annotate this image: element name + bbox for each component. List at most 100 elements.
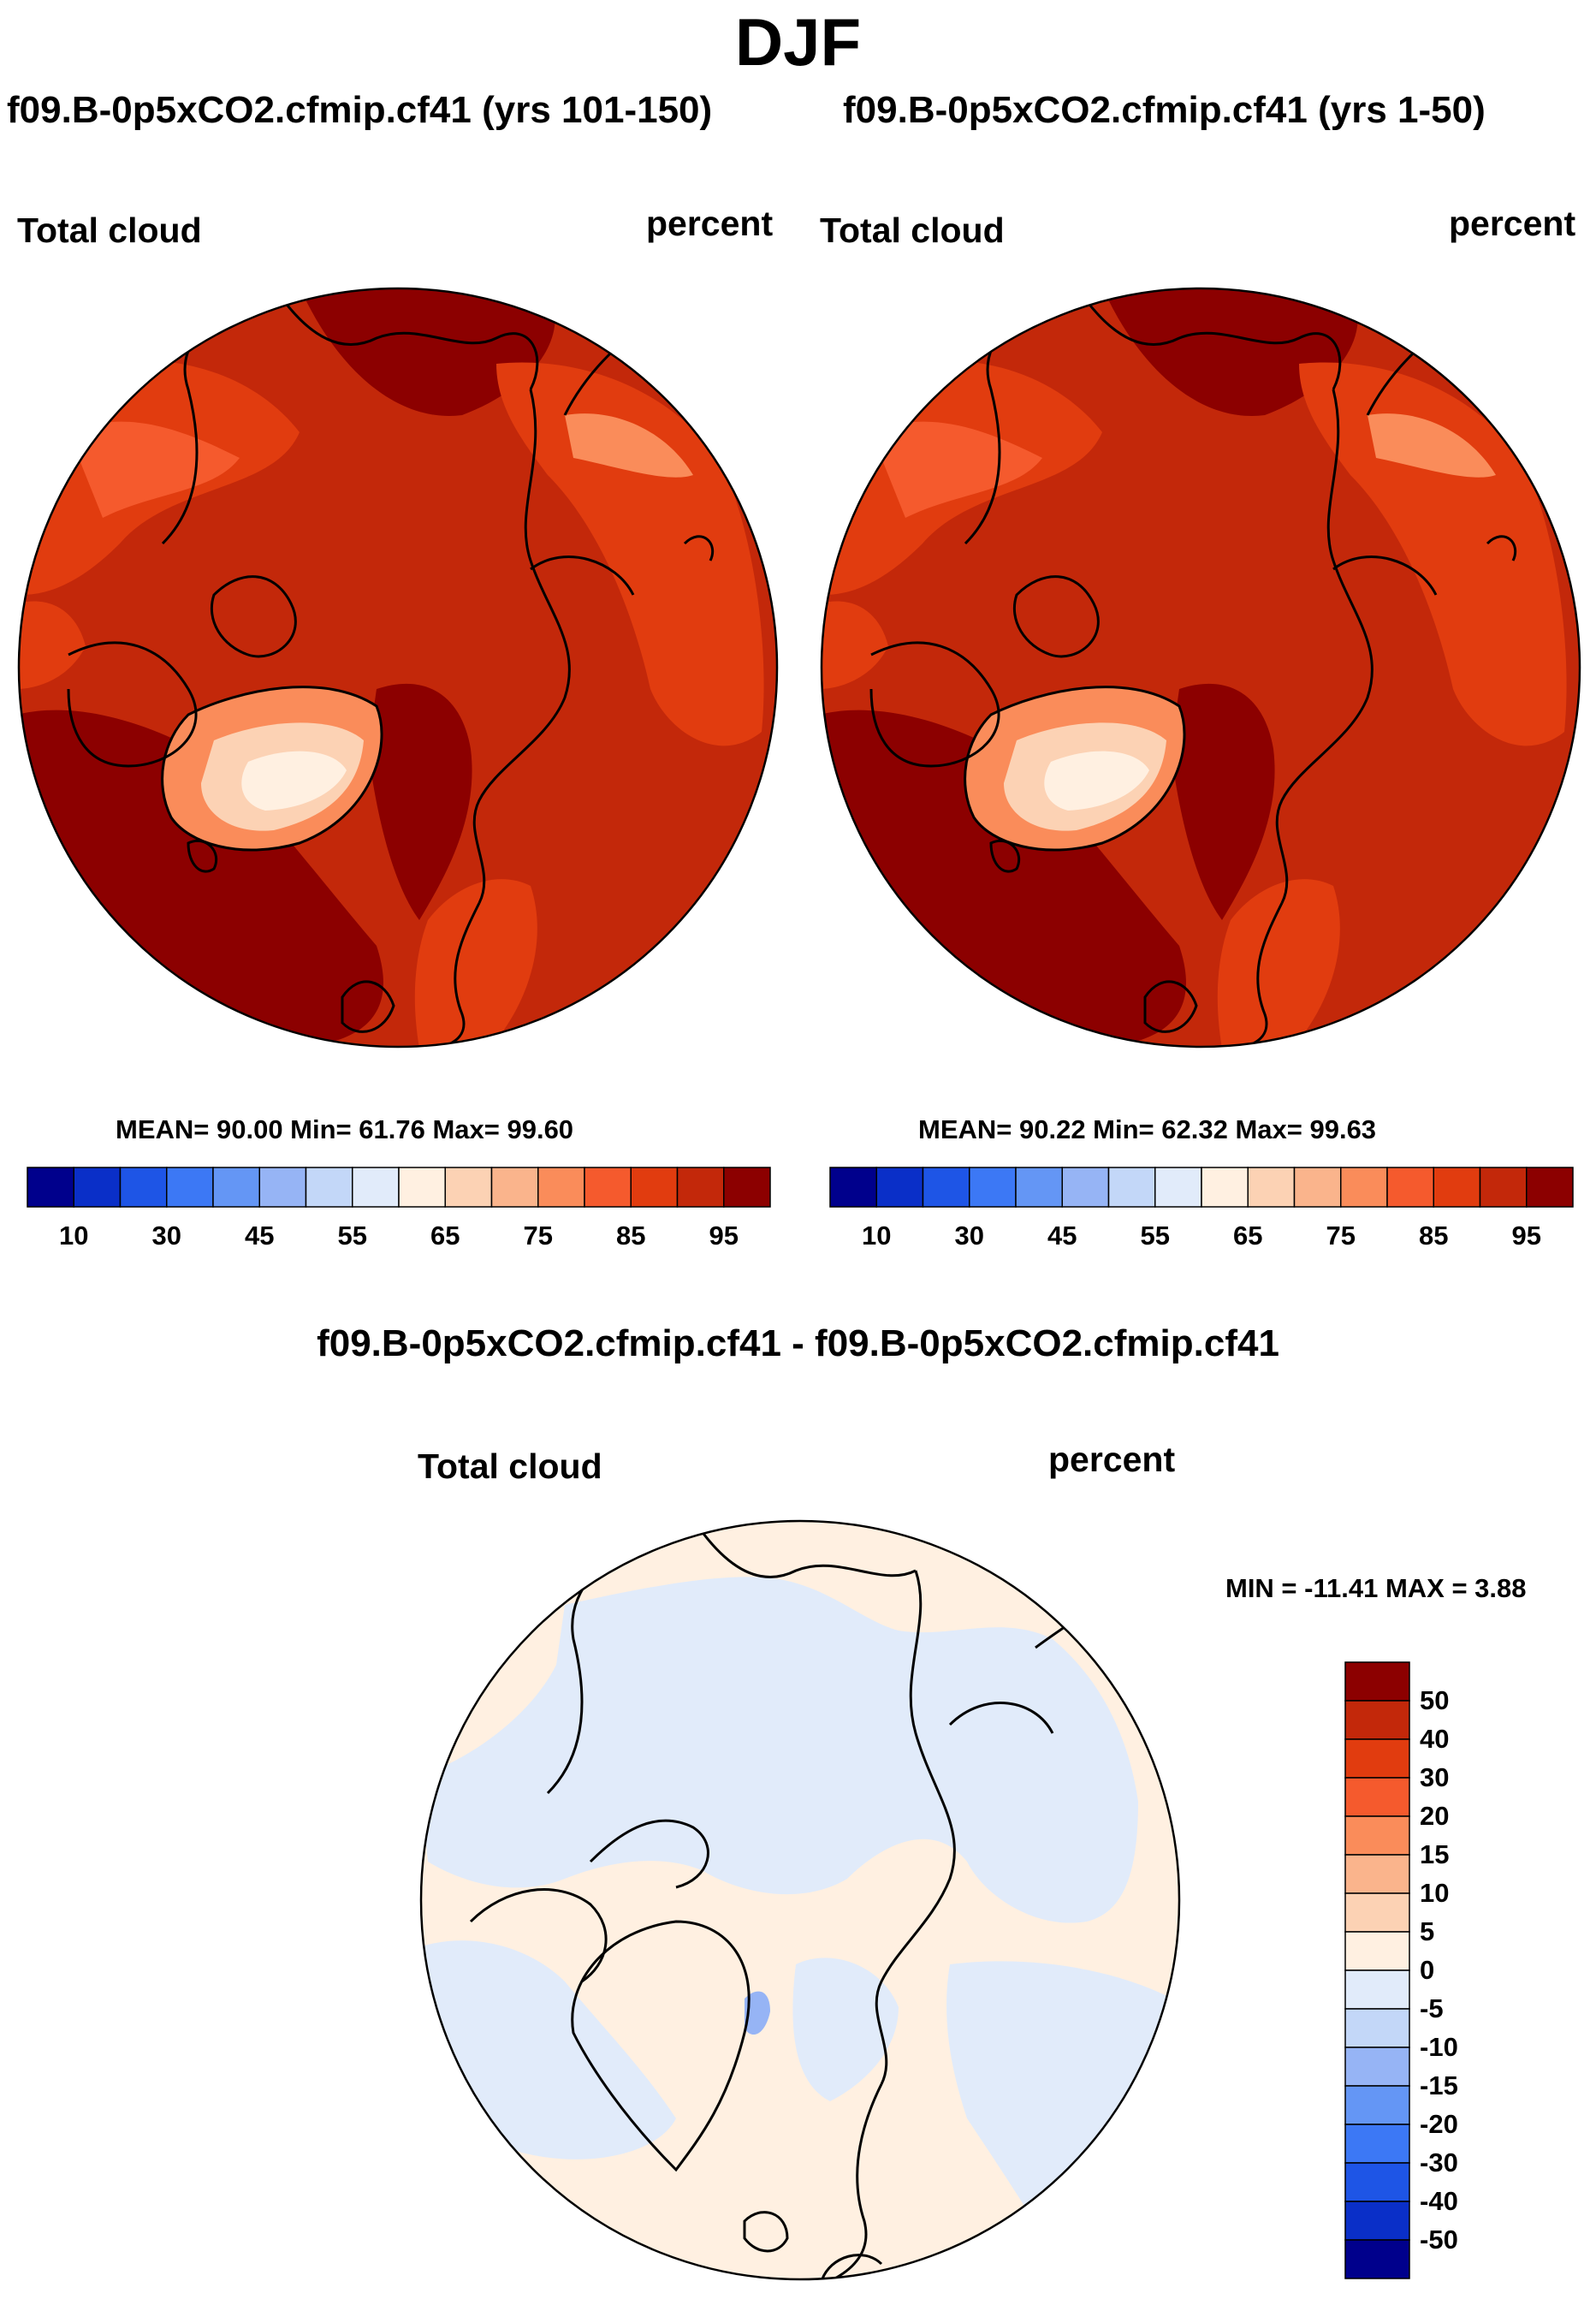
colorbar-tick-label: 85	[616, 1221, 646, 1251]
rockies-band	[565, 413, 693, 478]
colorbar-box	[969, 1167, 1017, 1208]
scandinavia-cloud	[1217, 879, 1340, 1047]
colorbar-tick-label: -10	[1420, 2032, 1458, 2062]
colorbar-tick-label: -15	[1420, 2070, 1458, 2100]
colorbar-box	[1061, 1167, 1110, 1208]
colorbar-tick-label: -40	[1420, 2186, 1458, 2216]
map-border	[419, 1519, 1181, 2281]
scandinavia-cloud	[414, 879, 537, 1047]
colorbar-tick-label: -5	[1420, 1993, 1444, 2023]
colorbar-box	[1344, 1738, 1410, 1779]
colorbar-box	[1344, 1777, 1410, 1817]
colorbar-tick-label: 50	[1420, 1685, 1450, 1715]
colorbar-box	[1344, 2047, 1410, 2087]
diff-panel-title: f09.B-0p5xCO2.cfmip.cf41 - f09.B-0p5xCO2…	[317, 1322, 1279, 1364]
right-variable-label: Total cloud	[820, 211, 1005, 250]
right-polar-map	[820, 287, 1581, 1049]
left-colorbar	[27, 1167, 771, 1208]
colorbar-tick-label: 20	[1420, 1801, 1450, 1831]
colorbar-box	[1344, 2201, 1410, 2241]
colorbar-box	[1344, 2162, 1410, 2202]
colorbar-box	[1344, 1969, 1410, 2010]
figure-title: DJF	[734, 4, 862, 80]
left-polar-map	[17, 287, 779, 1049]
colorbar-box	[1344, 1854, 1410, 1894]
north-pacific-max	[300, 288, 555, 416]
diff-units-label: percent	[1048, 1440, 1176, 1479]
colorbar-tick-label: 30	[151, 1221, 181, 1251]
colorbar-box	[1344, 1931, 1410, 1971]
colorbar-tick-label: 30	[1420, 1762, 1450, 1792]
colorbar-box	[1479, 1167, 1528, 1208]
colorbar-tick-label: 65	[1233, 1221, 1263, 1251]
alaska-patch	[822, 601, 888, 689]
colorbar-box	[1344, 2239, 1410, 2279]
colorbar-tick-label: 65	[430, 1221, 460, 1251]
colorbar-box	[723, 1167, 771, 1208]
colorbar-box	[1344, 1892, 1410, 1933]
colorbar-box	[1107, 1167, 1156, 1208]
colorbar-tick-label: 95	[1511, 1221, 1541, 1251]
colorbar-box	[1344, 1700, 1410, 1740]
right-panel-title: f09.B-0p5xCO2.cfmip.cf41 (yrs 1-50)	[843, 89, 1486, 131]
colorbar-box	[1201, 1167, 1249, 1208]
colorbar-box	[212, 1167, 260, 1208]
barents-negative-region	[792, 1957, 899, 2101]
colorbar-box	[1247, 1167, 1296, 1208]
left-units-label: percent	[646, 204, 774, 243]
colorbar-box	[1386, 1167, 1434, 1208]
colorbar-tick-label: 95	[709, 1221, 739, 1251]
diff-polar-map	[419, 1519, 1181, 2281]
colorbar-box	[1526, 1167, 1574, 1208]
colorbar-box	[305, 1167, 353, 1208]
diff-variable-label: Total cloud	[418, 1447, 602, 1486]
colorbar-tick-label: 55	[337, 1221, 367, 1251]
colorbar-tick-label: 85	[1419, 1221, 1449, 1251]
colorbar-box	[1344, 2008, 1410, 2048]
colorbar-box	[398, 1167, 446, 1208]
left-variable-label: Total cloud	[17, 211, 202, 250]
colorbar-tick-label: 5	[1420, 1916, 1435, 1946]
barents-max	[1171, 683, 1275, 920]
colorbar-box	[258, 1167, 307, 1208]
right-units-label: percent	[1449, 204, 1576, 243]
map-border	[17, 287, 779, 1049]
greenland-min	[241, 751, 347, 811]
colorbar-box	[1344, 2085, 1410, 2125]
colorbar-tick-label: 0	[1420, 1955, 1435, 1985]
colorbar-box	[444, 1167, 493, 1208]
colorbar-box	[1154, 1167, 1202, 1208]
colorbar-box	[584, 1167, 632, 1208]
colorbar-tick-label: -20	[1420, 2109, 1458, 2139]
colorbar-box	[829, 1167, 877, 1208]
left-panel-title: f09.B-0p5xCO2.cfmip.cf41 (yrs 101-150)	[7, 89, 713, 131]
colorbar-tick-label: 45	[245, 1221, 275, 1251]
diff-colorbar	[1344, 1661, 1410, 2279]
colorbar-tick-label: 40	[1420, 1724, 1450, 1754]
colorbar-box	[676, 1167, 725, 1208]
colorbar-box	[537, 1167, 585, 1208]
colorbar-box	[27, 1167, 74, 1208]
colorbar-tick-label: 15	[1420, 1839, 1450, 1869]
colorbar-box	[166, 1167, 214, 1208]
colorbar-tick-label: 55	[1140, 1221, 1170, 1251]
colorbar-box	[1015, 1167, 1063, 1208]
colorbar-box	[352, 1167, 400, 1208]
greenland-min	[1044, 751, 1149, 811]
arctic-negative-region	[421, 1577, 1138, 1923]
baffin-bay-min	[745, 1991, 770, 2035]
colorbar-box	[1344, 1815, 1410, 1856]
colorbar-box	[922, 1167, 970, 1208]
right-stats: MEAN= 90.22 Min= 62.32 Max= 99.63	[918, 1114, 1377, 1144]
colorbar-tick-label: 45	[1047, 1221, 1077, 1251]
colorbar-tick-label: 10	[1420, 1878, 1450, 1908]
colorbar-tick-label: -30	[1420, 2148, 1458, 2177]
colorbar-box	[490, 1167, 539, 1208]
colorbar-box	[119, 1167, 168, 1208]
colorbar-tick-label: 10	[59, 1221, 89, 1251]
barents-max	[368, 683, 472, 920]
colorbar-tick-label: 30	[954, 1221, 984, 1251]
north-america-cloud	[1299, 362, 1567, 746]
right-colorbar	[829, 1167, 1574, 1208]
colorbar-tick-label: 75	[1326, 1221, 1356, 1251]
